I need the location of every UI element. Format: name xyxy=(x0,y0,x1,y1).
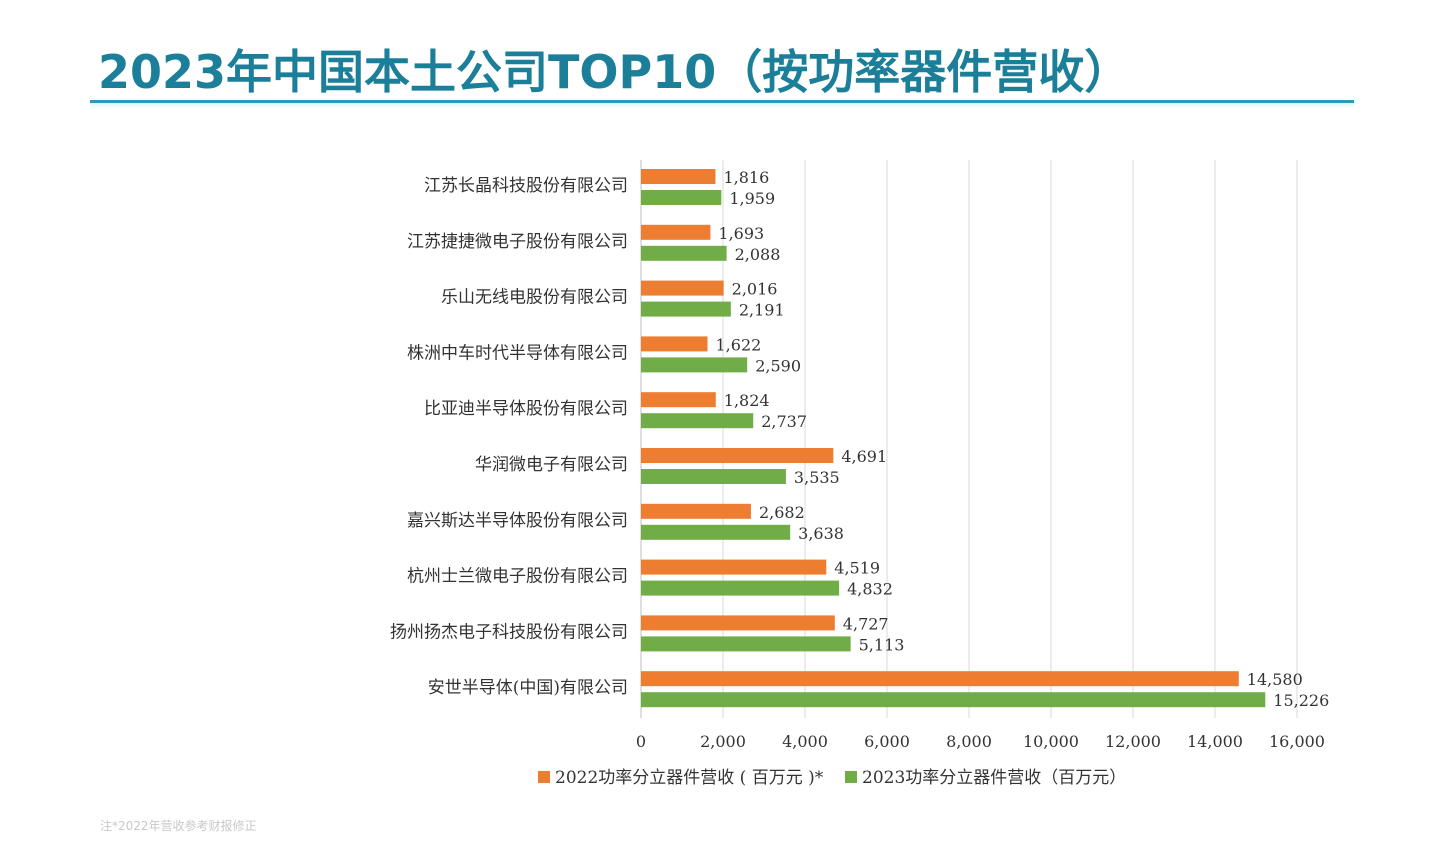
category-label: 华润微电子有限公司 xyxy=(475,455,628,475)
data-label: 2,737 xyxy=(761,412,807,431)
bar-2023 xyxy=(641,357,748,373)
data-label: 4,519 xyxy=(834,559,880,578)
data-label: 15,226 xyxy=(1273,691,1329,710)
data-label: 3,638 xyxy=(798,524,844,543)
data-label: 1,816 xyxy=(723,168,769,187)
x-tick-label: 0 xyxy=(636,732,646,751)
data-label: 2,088 xyxy=(735,245,781,264)
category-label: 安世半导体(中国)有限公司 xyxy=(428,678,628,698)
category-labels: 江苏长晶科技股份有限公司江苏捷捷微电子股份有限公司乐山无线电股份有限公司株洲中车… xyxy=(390,176,628,698)
bar-2022 xyxy=(641,448,834,463)
x-tick-label: 16,000 xyxy=(1269,732,1325,751)
category-label: 乐山无线电股份有限公司 xyxy=(441,288,628,308)
data-label: 2,016 xyxy=(732,280,778,299)
data-label: 4,832 xyxy=(847,580,893,599)
grid-lines xyxy=(640,160,1298,718)
footnote: 注*2022年营收参考财报修正 xyxy=(100,819,257,833)
title-divider xyxy=(90,100,1354,103)
category-label: 株洲中车时代半导体有限公司 xyxy=(407,343,628,363)
data-label: 4,691 xyxy=(841,447,887,466)
category-label: 嘉兴斯达半导体股份有限公司 xyxy=(407,511,628,531)
bar-2022 xyxy=(641,280,724,296)
bar-2023 xyxy=(641,692,1266,708)
bar-2023 xyxy=(641,413,754,429)
bar-2022 xyxy=(641,559,827,575)
bars xyxy=(641,169,1266,708)
data-label: 2,191 xyxy=(739,301,785,320)
bar-2023 xyxy=(641,301,731,317)
legend: 2022功率分立器件营收 ( 百万元 )* 2023功率分立器件营收（百万元） xyxy=(538,768,1126,788)
bar-2022 xyxy=(641,503,751,519)
data-label: 5,113 xyxy=(859,635,905,654)
data-label: 2,590 xyxy=(755,356,801,375)
bar-2022 xyxy=(641,169,716,184)
bar-2022 xyxy=(641,224,711,240)
bar-2022 xyxy=(641,336,708,352)
page-title: 2023年中国本土公司TOP10（按功率器件营收） xyxy=(98,45,1131,99)
data-label: 1,693 xyxy=(718,224,764,243)
x-tick-label: 8,000 xyxy=(946,732,992,751)
x-tick-label: 10,000 xyxy=(1023,732,1079,751)
legend-label-2023: 2023功率分立器件营收（百万元） xyxy=(862,768,1126,788)
value-labels: 1,816 1,959 1,693 2,088 2,016 2,191 1,622 2,590… xyxy=(716,168,1330,710)
bar-2023 xyxy=(641,469,786,484)
category-label: 比亚迪半导体股份有限公司 xyxy=(424,399,628,419)
category-label: 江苏长晶科技股份有限公司 xyxy=(424,176,628,196)
bar-2023 xyxy=(641,580,840,596)
legend-swatch-2023 xyxy=(845,771,857,783)
x-tick-label: 14,000 xyxy=(1187,732,1243,751)
bar-2022 xyxy=(641,615,835,631)
bar-2022 xyxy=(641,671,1239,687)
bar-2023 xyxy=(641,245,727,261)
bar-2023 xyxy=(641,524,791,540)
x-axis-ticks: 0 2,000 4,000 6,000 8,000 10,000 12,000 14,000 1… xyxy=(636,732,1325,751)
category-label: 江苏捷捷微电子股份有限公司 xyxy=(407,232,628,252)
x-tick-label: 6,000 xyxy=(864,732,910,751)
data-label: 4,727 xyxy=(843,614,889,633)
bar-2022 xyxy=(641,392,716,408)
data-label: 3,535 xyxy=(794,468,840,487)
bar-2023 xyxy=(641,636,851,652)
bar-2023 xyxy=(641,190,722,205)
x-tick-label: 2,000 xyxy=(700,732,746,751)
x-tick-label: 4,000 xyxy=(782,732,828,751)
data-label: 1,959 xyxy=(729,189,775,208)
x-tick-label: 12,000 xyxy=(1105,732,1161,751)
data-label: 1,824 xyxy=(724,391,770,410)
category-label: 扬州扬杰电子科技股份有限公司 xyxy=(390,622,628,642)
title-divider-shadow xyxy=(90,103,1354,109)
legend-swatch-2022 xyxy=(538,771,550,783)
data-label: 14,580 xyxy=(1247,670,1303,689)
data-label: 2,682 xyxy=(759,503,805,522)
category-label: 杭州士兰微电子股份有限公司 xyxy=(407,567,628,587)
legend-label-2022: 2022功率分立器件营收 ( 百万元 )* xyxy=(555,768,824,788)
data-label: 1,622 xyxy=(716,335,762,354)
